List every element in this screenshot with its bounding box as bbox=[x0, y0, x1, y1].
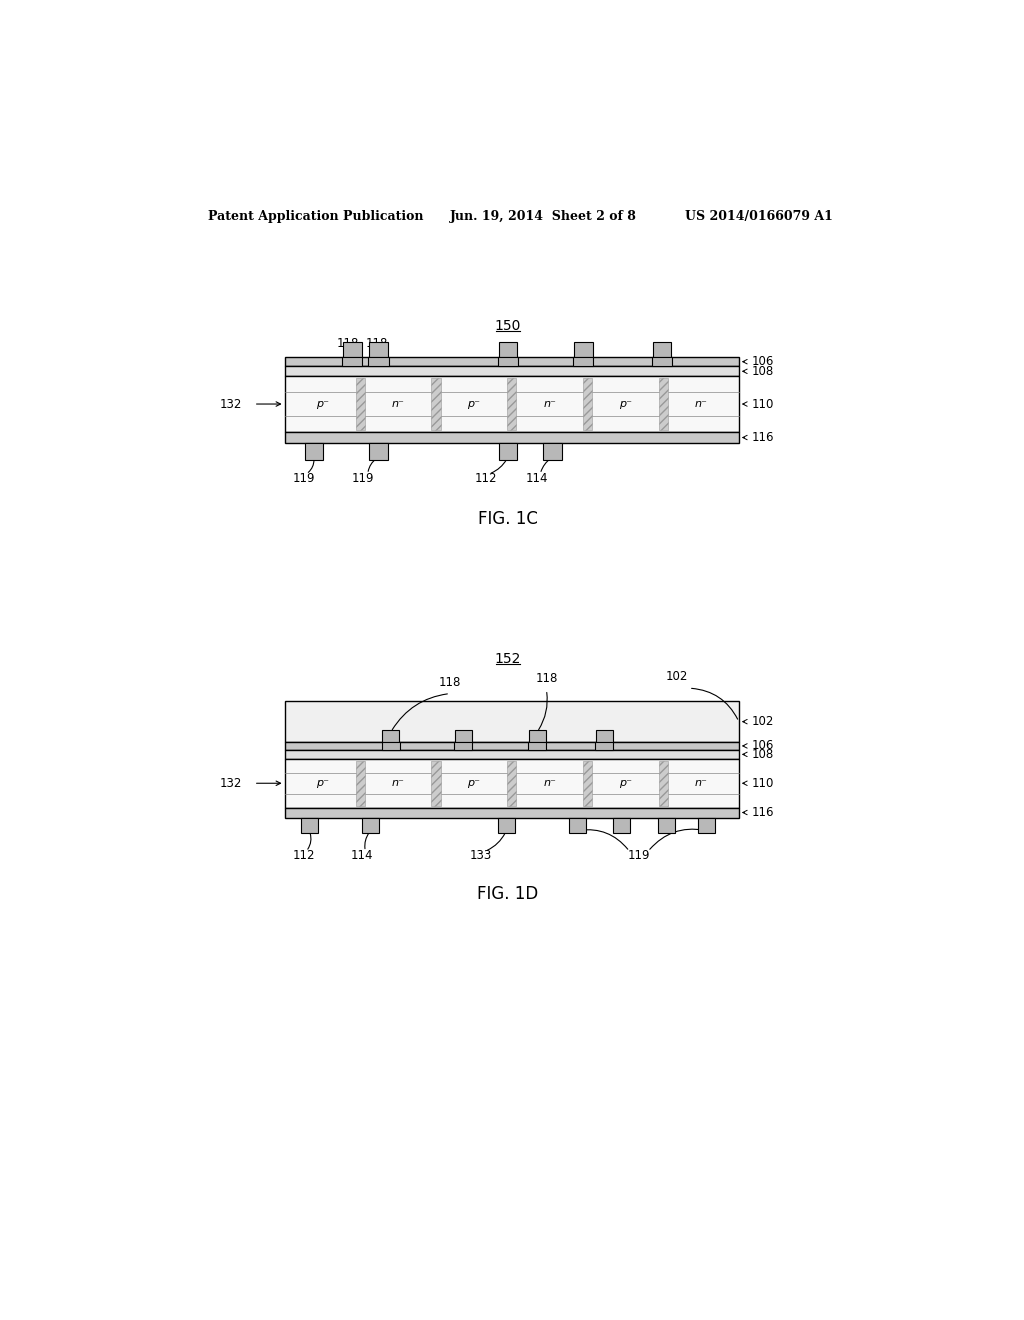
Bar bbox=[369, 358, 388, 367]
Bar bbox=[285, 367, 739, 376]
Text: 110: 110 bbox=[752, 776, 774, 789]
Text: 133: 133 bbox=[470, 849, 493, 862]
Text: 106: 106 bbox=[752, 739, 774, 752]
Bar bbox=[528, 742, 547, 750]
Bar bbox=[528, 730, 546, 742]
Bar bbox=[658, 817, 675, 833]
Bar bbox=[574, 342, 593, 358]
Text: n⁻: n⁻ bbox=[392, 399, 404, 409]
Text: 150: 150 bbox=[495, 319, 521, 333]
Text: 112: 112 bbox=[293, 849, 315, 862]
Bar bbox=[355, 378, 365, 430]
Bar bbox=[431, 378, 440, 430]
Text: 108: 108 bbox=[752, 364, 774, 378]
Bar bbox=[301, 817, 317, 833]
Bar bbox=[382, 742, 400, 750]
Bar bbox=[454, 742, 472, 750]
Bar bbox=[613, 817, 631, 833]
Bar bbox=[285, 358, 739, 367]
Bar bbox=[455, 730, 472, 742]
Text: n⁻: n⁻ bbox=[543, 779, 556, 788]
Bar bbox=[568, 817, 586, 833]
Text: 108: 108 bbox=[752, 748, 774, 760]
Text: 116: 116 bbox=[752, 807, 774, 818]
Bar bbox=[498, 358, 518, 367]
Text: FIG. 1C: FIG. 1C bbox=[478, 510, 538, 528]
Text: p⁻: p⁻ bbox=[467, 399, 480, 409]
Text: p⁻: p⁻ bbox=[467, 779, 480, 788]
Bar bbox=[285, 701, 739, 742]
Text: p⁻: p⁻ bbox=[316, 779, 329, 788]
Text: 102: 102 bbox=[752, 715, 774, 729]
Bar bbox=[285, 432, 739, 444]
Text: 118: 118 bbox=[536, 672, 557, 685]
Bar bbox=[362, 817, 379, 833]
Bar bbox=[652, 342, 671, 358]
Text: 114: 114 bbox=[526, 471, 549, 484]
Text: 106: 106 bbox=[752, 355, 774, 368]
Bar bbox=[498, 817, 515, 833]
Bar bbox=[583, 378, 592, 430]
Text: n⁻: n⁻ bbox=[543, 399, 556, 409]
Text: 119: 119 bbox=[293, 471, 315, 484]
Bar bbox=[285, 808, 739, 817]
Text: 102: 102 bbox=[666, 671, 688, 684]
Text: p⁻: p⁻ bbox=[316, 399, 329, 409]
Bar bbox=[658, 760, 668, 807]
Bar bbox=[355, 760, 365, 807]
Text: 119: 119 bbox=[628, 849, 650, 862]
Bar bbox=[285, 759, 739, 808]
Bar bbox=[285, 742, 739, 750]
Text: 132: 132 bbox=[220, 397, 243, 411]
Text: 118: 118 bbox=[337, 337, 358, 350]
Bar bbox=[285, 750, 739, 759]
Text: Jun. 19, 2014  Sheet 2 of 8: Jun. 19, 2014 Sheet 2 of 8 bbox=[451, 210, 637, 223]
Bar bbox=[382, 730, 399, 742]
Bar bbox=[595, 742, 613, 750]
Bar bbox=[507, 760, 516, 807]
Bar bbox=[544, 444, 562, 461]
Text: 118: 118 bbox=[439, 676, 461, 689]
Bar bbox=[304, 444, 323, 461]
Text: FIG. 1D: FIG. 1D bbox=[477, 884, 539, 903]
Text: p⁻: p⁻ bbox=[618, 399, 632, 409]
Text: 112: 112 bbox=[475, 471, 498, 484]
Bar bbox=[507, 378, 516, 430]
Bar bbox=[343, 342, 361, 358]
Text: n⁻: n⁻ bbox=[694, 399, 708, 409]
Bar bbox=[698, 817, 715, 833]
Bar bbox=[583, 760, 592, 807]
Text: US 2014/0166079 A1: US 2014/0166079 A1 bbox=[685, 210, 833, 223]
Bar bbox=[370, 444, 388, 461]
Text: p⁻: p⁻ bbox=[618, 779, 632, 788]
Bar bbox=[499, 342, 517, 358]
Text: 152: 152 bbox=[495, 652, 521, 665]
Text: 132: 132 bbox=[220, 776, 243, 789]
Bar bbox=[652, 358, 672, 367]
Bar bbox=[499, 444, 517, 461]
Bar bbox=[658, 378, 668, 430]
Bar bbox=[431, 760, 440, 807]
Text: Patent Application Publication: Patent Application Publication bbox=[208, 210, 423, 223]
Bar bbox=[596, 730, 612, 742]
Text: 110: 110 bbox=[752, 397, 774, 411]
Text: n⁻: n⁻ bbox=[392, 779, 404, 788]
Bar bbox=[573, 358, 593, 367]
Bar bbox=[342, 358, 362, 367]
Bar bbox=[370, 342, 388, 358]
Text: 116: 116 bbox=[752, 432, 774, 444]
Text: 118: 118 bbox=[366, 337, 388, 350]
Bar bbox=[285, 376, 739, 432]
Text: 114: 114 bbox=[350, 849, 373, 862]
Text: n⁻: n⁻ bbox=[694, 779, 708, 788]
Text: 119: 119 bbox=[352, 471, 375, 484]
